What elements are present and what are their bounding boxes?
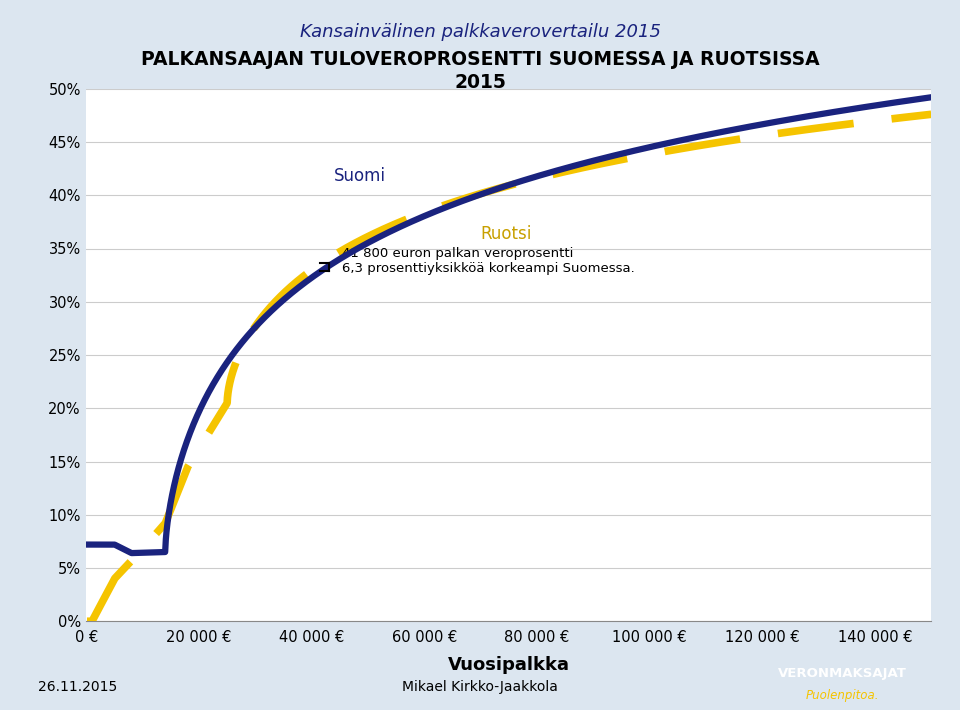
Text: Mikael Kirkko-Jaakkola: Mikael Kirkko-Jaakkola xyxy=(402,680,558,694)
Text: 2015: 2015 xyxy=(454,73,506,92)
Text: Puolenpitoa.: Puolenpitoa. xyxy=(805,689,879,701)
Text: VERONMAKSAJAT: VERONMAKSAJAT xyxy=(778,667,907,680)
X-axis label: Vuosipalkka: Vuosipalkka xyxy=(447,656,570,674)
Text: 41 800 euron palkan veroprosentti
6,3 prosenttiyksikköä korkeampi Suomessa.: 41 800 euron palkan veroprosentti 6,3 pr… xyxy=(342,248,635,275)
Text: 26.11.2015: 26.11.2015 xyxy=(38,680,118,694)
Text: PALKANSAAJAN TULOVEROPROSENTTI SUOMESSA JA RUOTSISSA: PALKANSAAJAN TULOVEROPROSENTTI SUOMESSA … xyxy=(141,50,819,69)
Text: Kansainvälinen palkkaverovertailu 2015: Kansainvälinen palkkaverovertailu 2015 xyxy=(300,23,660,40)
Text: Ruotsi: Ruotsi xyxy=(481,225,532,243)
Text: Suomi: Suomi xyxy=(334,167,386,185)
